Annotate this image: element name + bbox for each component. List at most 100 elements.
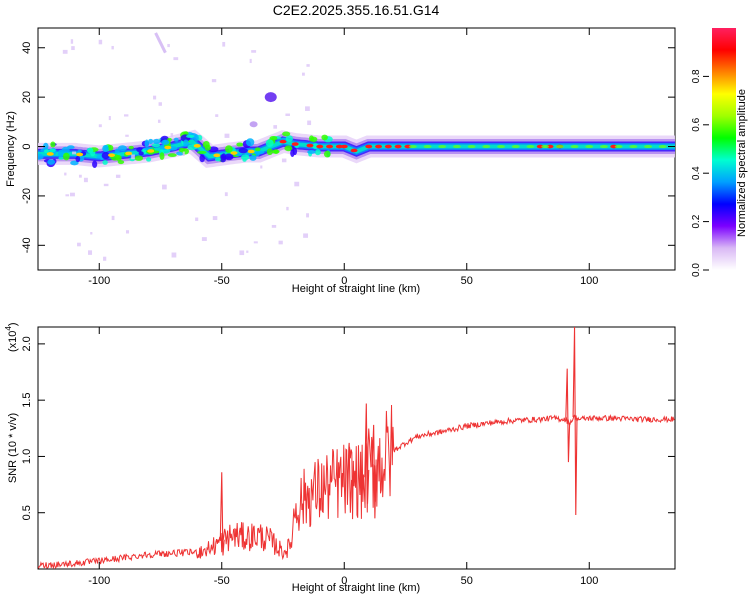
snr-exponent-base: (x10	[7, 331, 19, 352]
spectrogram-y-tick-label: 20	[21, 91, 33, 103]
snr-spike	[572, 327, 578, 515]
snr-exponent-close: )	[7, 322, 19, 326]
spectrogram-speckle	[246, 250, 249, 253]
spectrogram-ridge-core	[629, 145, 638, 149]
spectrogram-ridge-core	[585, 145, 594, 149]
spectrogram-y-tick-label: -20	[21, 188, 33, 204]
spectrogram-peak	[193, 144, 201, 148]
spectrogram-blob	[219, 156, 227, 163]
spectrogram-speckle	[167, 43, 170, 48]
spectrogram-blob	[101, 151, 110, 160]
spectrogram-blob	[271, 149, 280, 154]
spectrogram-speckle	[294, 181, 300, 187]
spectrogram-blob	[245, 138, 255, 147]
spectrogram-blob	[238, 147, 248, 154]
svg-text:(x104): (x104)	[4, 322, 19, 352]
spectrogram-blob	[114, 148, 120, 154]
spectrogram-ridge-core	[570, 145, 579, 149]
spectrogram-blob	[144, 139, 149, 148]
snr-spike	[364, 403, 370, 504]
spectrogram-blob	[145, 157, 152, 162]
snr-x-tick-label: 0	[341, 575, 347, 587]
spectrogram-speckle	[98, 124, 102, 128]
spectrogram-blob	[107, 144, 114, 151]
spectrogram-speckle	[215, 114, 219, 117]
spectrogram-ridge-core	[658, 145, 667, 149]
spectrogram-blob	[254, 147, 261, 152]
spectrogram-peak	[247, 149, 255, 154]
spectrogram-peak	[375, 144, 383, 149]
spectrogram-blob	[167, 153, 177, 158]
spectrogram-x-tick-label: -50	[214, 275, 230, 287]
spectrogram-speckle	[69, 192, 75, 197]
spectrogram-speckle	[249, 58, 252, 64]
spectrogram-x-axis: -100 -50 0 50 100	[88, 28, 598, 287]
spectrogram-speckle	[83, 177, 88, 183]
spectrogram-blob	[236, 142, 244, 147]
colorbar: 0.0 0.2 0.4 0.6 0.8 Normalized spectral ampl…	[691, 28, 748, 277]
spectrogram-y-axis: -40 -20 0 20 40	[21, 42, 675, 253]
spectrogram-panel: -100 -50 0 50 100 -40 -20 0 20 40 Height of stra…	[5, 27, 676, 295]
spectrogram-speckle	[157, 119, 161, 123]
spectrogram-speckle	[239, 250, 245, 256]
spectrogram-ridge-core	[482, 145, 491, 149]
spectrogram-speckle	[224, 133, 230, 138]
spectrogram-blob	[173, 137, 179, 142]
spectrogram-speckle	[303, 233, 309, 238]
spectrogram-plot-area	[38, 32, 675, 261]
spectrogram-blob	[224, 153, 234, 161]
spectrogram-blob	[186, 134, 195, 138]
spectrogram-speckle	[158, 102, 162, 106]
spectrogram-peak	[279, 139, 287, 144]
spectrogram-speckle	[115, 174, 121, 178]
snr-y-axis: 0.5 1.0 1.5 2.0	[21, 336, 675, 520]
snr-y-tick-label: 1.5	[21, 393, 33, 408]
spectrogram-blob	[215, 157, 221, 162]
spectrogram-speckle	[306, 213, 310, 218]
spectrogram-blob	[196, 150, 207, 154]
spectrogram-ridge-core	[467, 145, 476, 149]
colorbar-tick-label: 0.2	[691, 214, 702, 228]
spectrogram-blob	[50, 141, 56, 148]
spectrogram-blob	[61, 146, 70, 154]
spectrogram-blob	[285, 135, 294, 142]
spectrogram-blob	[208, 146, 219, 153]
snr-spike	[371, 424, 377, 519]
spectrogram-peak	[76, 152, 84, 157]
spectrogram-blob	[282, 131, 291, 137]
spectrogram-blob	[115, 154, 122, 162]
spectrogram-peak	[230, 151, 238, 155]
spectrogram-blob	[117, 145, 128, 152]
spectrogram-speckle	[103, 256, 107, 261]
spectrogram-speckle	[125, 230, 130, 234]
spectrogram-speckle	[98, 39, 103, 45]
spectrogram-blob	[63, 152, 70, 161]
spectrogram-peak	[350, 148, 358, 153]
spectrogram-speckle	[212, 216, 218, 221]
spectrogram-peak	[291, 142, 299, 146]
snr-x-tick-label: -100	[88, 575, 110, 587]
spectrogram-speckle	[278, 240, 283, 245]
spectrogram-peak	[394, 144, 402, 149]
spectrogram-x-tick-label: -100	[88, 275, 110, 287]
spectrogram-peak	[335, 144, 343, 149]
spectrogram-speckle	[305, 106, 310, 111]
spectrogram-blob	[66, 145, 75, 150]
spectrogram-ridge-core	[438, 145, 447, 149]
spectrogram-speckle	[153, 95, 157, 100]
spectrogram-streak	[154, 32, 167, 54]
spectrogram-blob	[284, 145, 293, 152]
snr-x-tick-label: 50	[461, 575, 473, 587]
spectrogram-blob	[265, 139, 274, 147]
snr-y-tick-label: 1.0	[21, 449, 33, 464]
snr-x-tick-label: -50	[214, 575, 230, 587]
snr-x-label: Height of straight line (km)	[292, 582, 420, 594]
spectrogram-blob	[58, 156, 64, 160]
colorbar-tick-label: 0.0	[691, 263, 702, 277]
spectrogram-blob	[161, 139, 170, 145]
spectrogram-speckle	[70, 39, 74, 44]
spectrogram-speckle	[62, 49, 68, 54]
spectrogram-ridge-core	[423, 145, 432, 149]
spectrogram-ridge-core	[408, 145, 417, 149]
